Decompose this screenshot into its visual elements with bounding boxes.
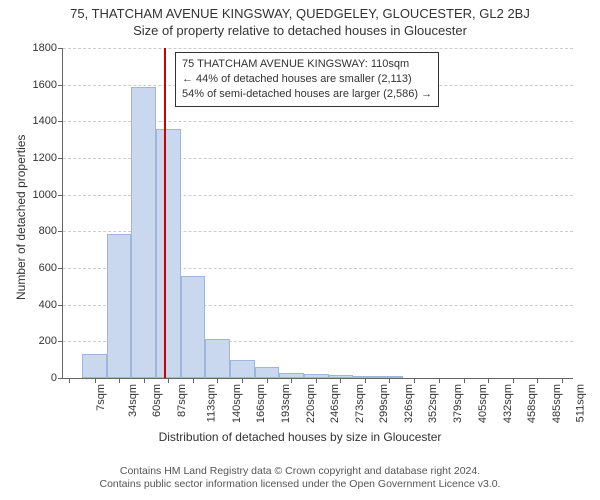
histogram-bar xyxy=(107,234,131,378)
x-tick-label: 113sqm xyxy=(205,384,217,422)
x-tick-label: 511sqm xyxy=(574,384,586,422)
x-tick xyxy=(488,378,489,383)
histogram-bar xyxy=(82,354,107,378)
x-tick xyxy=(168,378,169,383)
x-tick xyxy=(242,378,243,383)
y-tick-label: 1000 xyxy=(33,189,63,201)
y-tick-label: 1400 xyxy=(33,115,63,127)
x-tick xyxy=(291,378,292,383)
x-tick-label: 140sqm xyxy=(231,384,243,423)
x-tick xyxy=(316,378,317,383)
x-tick xyxy=(69,378,70,383)
title-subtitle: Size of property relative to detached ho… xyxy=(0,21,600,38)
callout-line3: 54% of semi-detached houses are larger (… xyxy=(182,87,432,102)
x-tick-label: 193sqm xyxy=(280,384,292,423)
x-axis-label: Distribution of detached houses by size … xyxy=(0,430,600,444)
y-tick-label: 1800 xyxy=(33,42,63,54)
callout-line1: 75 THATCHAM AVENUE KINGSWAY: 110sqm xyxy=(182,57,432,72)
histogram-bar xyxy=(304,374,329,378)
y-tick-label: 1600 xyxy=(33,79,63,91)
histogram-bar xyxy=(230,360,255,378)
histogram-bar xyxy=(279,373,304,379)
marker-line xyxy=(164,48,166,378)
x-tick-label: 246sqm xyxy=(329,384,341,423)
y-tick-label: 200 xyxy=(39,335,63,347)
x-tick xyxy=(267,378,268,383)
x-tick-label: 87sqm xyxy=(176,384,188,417)
x-tick-label: 432sqm xyxy=(502,384,514,423)
x-tick xyxy=(537,378,538,383)
y-tick-label: 400 xyxy=(39,299,63,311)
histogram-bar xyxy=(329,375,353,378)
x-tick-label: 405sqm xyxy=(477,384,489,423)
histogram-bar xyxy=(353,376,378,378)
histogram-bar xyxy=(131,87,156,379)
callout-line2: ← 44% of detached houses are smaller (2,… xyxy=(182,72,432,87)
footer: Contains HM Land Registry data © Crown c… xyxy=(0,465,600,492)
x-tick xyxy=(414,378,415,383)
footer-line2: Contains public sector information licen… xyxy=(0,478,600,492)
y-tick-label: 1200 xyxy=(33,152,63,164)
histogram-bar xyxy=(156,129,181,378)
x-tick xyxy=(365,378,366,383)
x-tick xyxy=(95,378,96,383)
y-tick-label: 0 xyxy=(51,372,63,384)
title-address: 75, THATCHAM AVENUE KINGSWAY, QUEDGELEY,… xyxy=(0,0,600,21)
x-tick xyxy=(439,378,440,383)
histogram-bar xyxy=(378,376,403,378)
x-tick-label: 379sqm xyxy=(453,384,465,423)
x-tick xyxy=(340,378,341,383)
histogram-bar xyxy=(181,276,205,378)
x-tick-label: 7sqm xyxy=(95,384,107,411)
x-tick-label: 273sqm xyxy=(354,384,366,423)
x-tick xyxy=(217,378,218,383)
chart-container: 75, THATCHAM AVENUE KINGSWAY, QUEDGELEY,… xyxy=(0,0,600,500)
x-tick-label: 60sqm xyxy=(151,384,163,417)
x-tick-label: 352sqm xyxy=(428,384,440,423)
x-tick xyxy=(513,378,514,383)
x-tick-label: 326sqm xyxy=(403,384,415,423)
histogram-bar xyxy=(255,367,279,378)
histogram-bar xyxy=(205,339,230,378)
x-tick-label: 34sqm xyxy=(127,384,139,417)
x-tick-label: 458sqm xyxy=(526,384,538,423)
y-axis-label: Number of detached properties xyxy=(14,135,28,300)
x-tick xyxy=(389,378,390,383)
x-tick-label: 220sqm xyxy=(305,384,317,423)
callout-box: 75 THATCHAM AVENUE KINGSWAY: 110sqm ← 44… xyxy=(175,52,439,107)
x-tick xyxy=(144,378,145,383)
plot-area: 0200400600800100012001400160018007sqm34s… xyxy=(62,48,573,379)
x-tick-label: 485sqm xyxy=(551,384,563,423)
gridline xyxy=(63,48,573,49)
x-tick xyxy=(193,378,194,383)
x-tick xyxy=(119,378,120,383)
y-tick-label: 600 xyxy=(39,262,63,274)
y-tick-label: 800 xyxy=(39,225,63,237)
x-tick-label: 166sqm xyxy=(255,384,267,423)
footer-line1: Contains HM Land Registry data © Crown c… xyxy=(0,465,600,479)
x-tick-label: 299sqm xyxy=(378,384,390,423)
x-tick xyxy=(464,378,465,383)
x-tick xyxy=(562,378,563,383)
